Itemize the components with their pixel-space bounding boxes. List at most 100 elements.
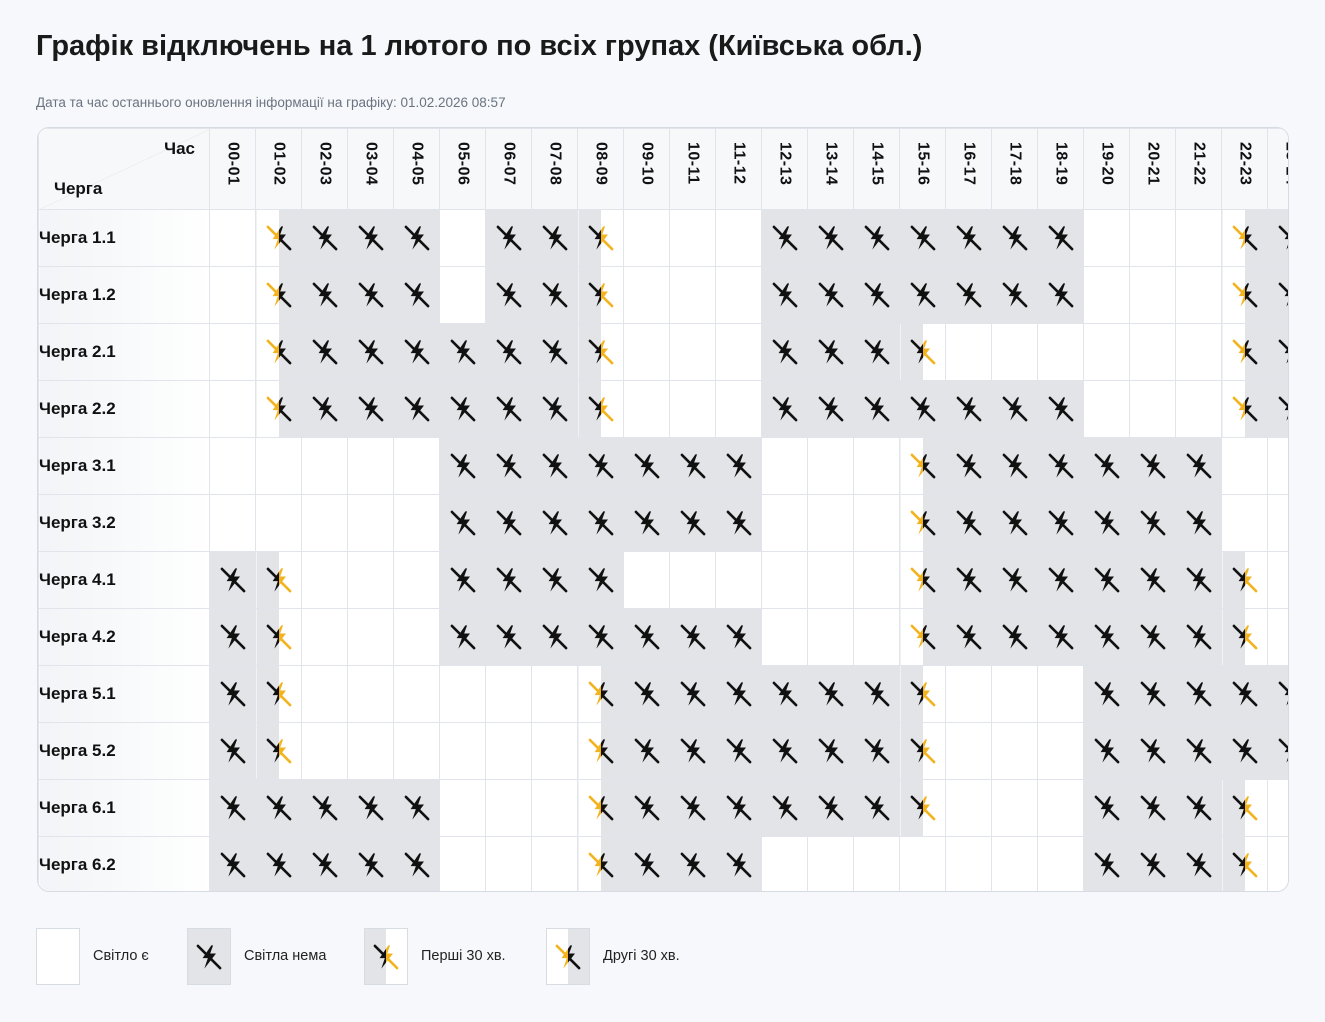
power-off-icon [818, 738, 843, 764]
power-off-second-half-cell [255, 209, 302, 267]
power-off-icon [1002, 453, 1027, 479]
power-off-icon [818, 396, 843, 422]
power-off-icon [450, 510, 475, 536]
power-off-cell [761, 323, 808, 381]
power-off-cell [1083, 722, 1130, 780]
power-on-cell [1267, 551, 1288, 609]
power-off-icon [818, 681, 843, 707]
power-off-icon [634, 624, 659, 650]
power-off-icon [588, 453, 613, 479]
power-off-icon [1186, 795, 1211, 821]
queue-label: Черга 6.1 [38, 779, 210, 837]
power-off-icon [864, 339, 889, 365]
power-off-cell [485, 608, 532, 666]
power-off-cell [393, 836, 440, 891]
legend-swatch [364, 928, 408, 985]
table-row: Черга 3.1 [38, 437, 1288, 495]
hour-header: 09-10 [623, 128, 670, 210]
power-on-cell [669, 323, 716, 381]
power-off-cell [1083, 665, 1130, 723]
hour-label: 15-16 [914, 142, 932, 186]
power-off-cell [761, 722, 808, 780]
hour-label: 03-04 [362, 142, 380, 186]
power-off-cell [393, 380, 440, 438]
power-on-cell [1175, 266, 1222, 324]
power-on-cell [1129, 209, 1176, 267]
power-off-cell [991, 608, 1038, 666]
power-off-cell [1083, 836, 1130, 891]
power-off-cell [1175, 779, 1222, 837]
power-off-cell [1175, 722, 1222, 780]
power-off-cell [1037, 437, 1084, 495]
power-off-cell [1129, 437, 1176, 495]
power-off-cell [485, 551, 532, 609]
power-off-cell [715, 836, 762, 891]
power-on-cell [945, 836, 992, 891]
power-off-cell [301, 380, 348, 438]
power-off-icon [1048, 396, 1073, 422]
power-off-icon [726, 510, 751, 536]
power-off-cell [1267, 722, 1288, 780]
power-on-cell [347, 608, 394, 666]
power-off-icon [196, 944, 222, 969]
power-off-icon [726, 453, 751, 479]
power-off-icon [680, 453, 705, 479]
power-off-icon [634, 453, 659, 479]
power-off-first-half-icon [373, 944, 399, 969]
power-off-first-half-cell [255, 722, 302, 780]
power-on-cell [1037, 836, 1084, 891]
power-off-cell [1083, 437, 1130, 495]
power-on-cell [761, 437, 808, 495]
power-off-first-half-cell [899, 779, 946, 837]
power-off-second-half-icon [266, 225, 291, 251]
power-on-cell [301, 608, 348, 666]
power-off-cell [761, 665, 808, 723]
power-off-first-half-icon [588, 396, 613, 422]
power-on-cell [439, 266, 486, 324]
power-off-icon [910, 282, 935, 308]
power-on-cell [1083, 323, 1130, 381]
power-off-cell [761, 380, 808, 438]
table-row: Черга 3.2 [38, 494, 1288, 552]
power-off-cell [1083, 779, 1130, 837]
power-on-cell [1037, 779, 1084, 837]
power-off-cell [623, 494, 670, 552]
power-off-icon [772, 396, 797, 422]
power-on-cell [945, 779, 992, 837]
power-off-icon [1232, 681, 1257, 707]
power-off-icon [1140, 453, 1165, 479]
power-off-icon [726, 624, 751, 650]
power-off-cell [439, 323, 486, 381]
power-off-cell [1221, 665, 1268, 723]
power-off-first-half-cell [255, 551, 302, 609]
power-off-icon [1140, 852, 1165, 878]
power-off-icon [1278, 681, 1288, 706]
queue-label: Черга 5.1 [38, 665, 210, 723]
hour-label: 05-06 [454, 142, 472, 186]
legend-swatch [187, 928, 231, 985]
power-off-icon [358, 396, 383, 422]
power-on-cell [485, 779, 532, 837]
table-row: Черга 1.1 [38, 209, 1288, 267]
power-on-cell [1129, 266, 1176, 324]
power-off-icon [1278, 738, 1288, 763]
power-off-icon [772, 738, 797, 764]
power-off-cell [1175, 494, 1222, 552]
power-off-cell [1037, 266, 1084, 324]
power-on-cell [1037, 323, 1084, 381]
power-off-first-half-cell [577, 266, 624, 324]
power-off-first-half-icon [588, 282, 613, 308]
power-off-icon [358, 225, 383, 251]
power-off-icon [496, 225, 521, 251]
hour-header: 17-18 [991, 128, 1038, 210]
power-off-icon [634, 795, 659, 821]
power-on-cell [439, 665, 486, 723]
table-row: Черга 2.1 [38, 323, 1288, 381]
power-on-cell [301, 437, 348, 495]
power-off-cell [1037, 494, 1084, 552]
power-off-cell [623, 722, 670, 780]
power-off-icon [496, 453, 521, 479]
power-on-cell [669, 380, 716, 438]
power-off-cell [531, 209, 578, 267]
power-off-icon [404, 339, 429, 365]
